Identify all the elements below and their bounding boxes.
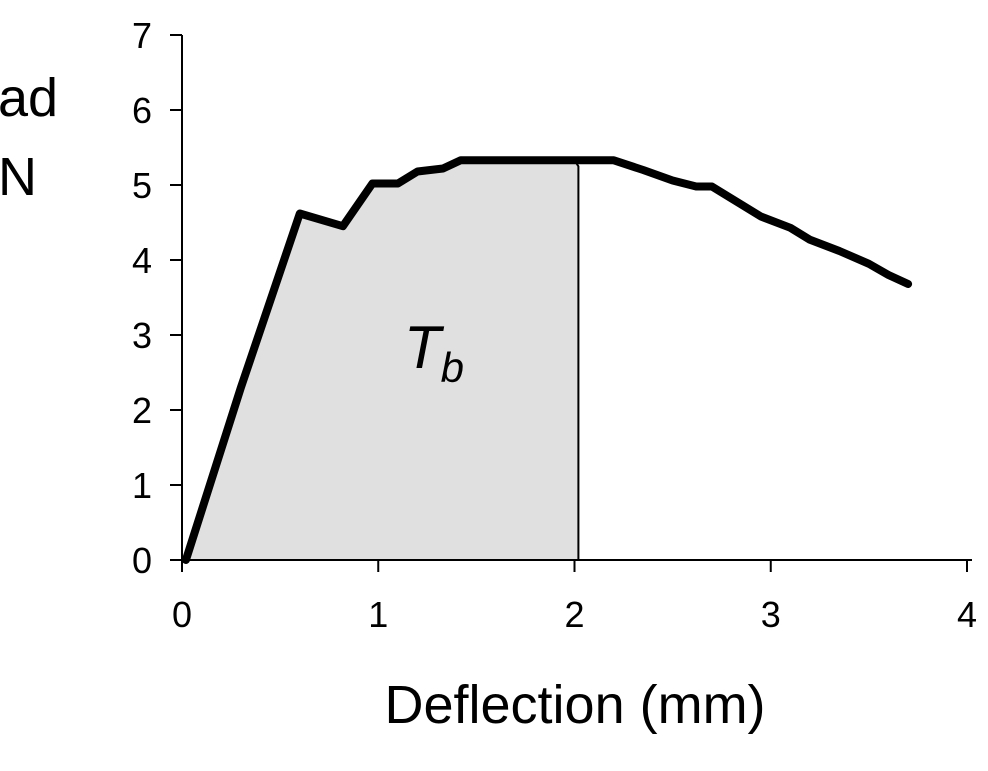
x-tick-label: 1: [368, 594, 388, 635]
x-tick-label: 2: [564, 594, 584, 635]
y-axis-label-line-2: N: [0, 147, 37, 207]
y-tick-label: 5: [132, 165, 152, 206]
shaded-area-label-main: T: [404, 314, 445, 381]
y-tick-label: 0: [132, 540, 152, 581]
y-ticks: 0 1 2 3 4 5 6 7: [132, 15, 182, 581]
y-axis-label-line-1: ad: [0, 68, 58, 128]
y-tick-label: 4: [132, 240, 152, 281]
y-tick-label: 2: [132, 390, 152, 431]
y-tick-label: 6: [132, 90, 152, 131]
y-tick-label: 3: [132, 315, 152, 356]
shaded-area-label-subscript: b: [441, 344, 464, 391]
shaded-area: [184, 159, 580, 561]
x-axis-label: Deflection (mm): [384, 675, 765, 735]
series-line: [181, 156, 913, 564]
y-tick-label: 1: [132, 465, 152, 506]
x-tick-label: 0: [172, 594, 192, 635]
shaded-area-label: Tb: [404, 314, 464, 391]
x-ticks: 0 1 2 3 4: [172, 560, 977, 635]
y-tick-label: 7: [132, 15, 152, 56]
x-tick-label: 3: [761, 594, 781, 635]
x-tick-label: 4: [957, 594, 977, 635]
